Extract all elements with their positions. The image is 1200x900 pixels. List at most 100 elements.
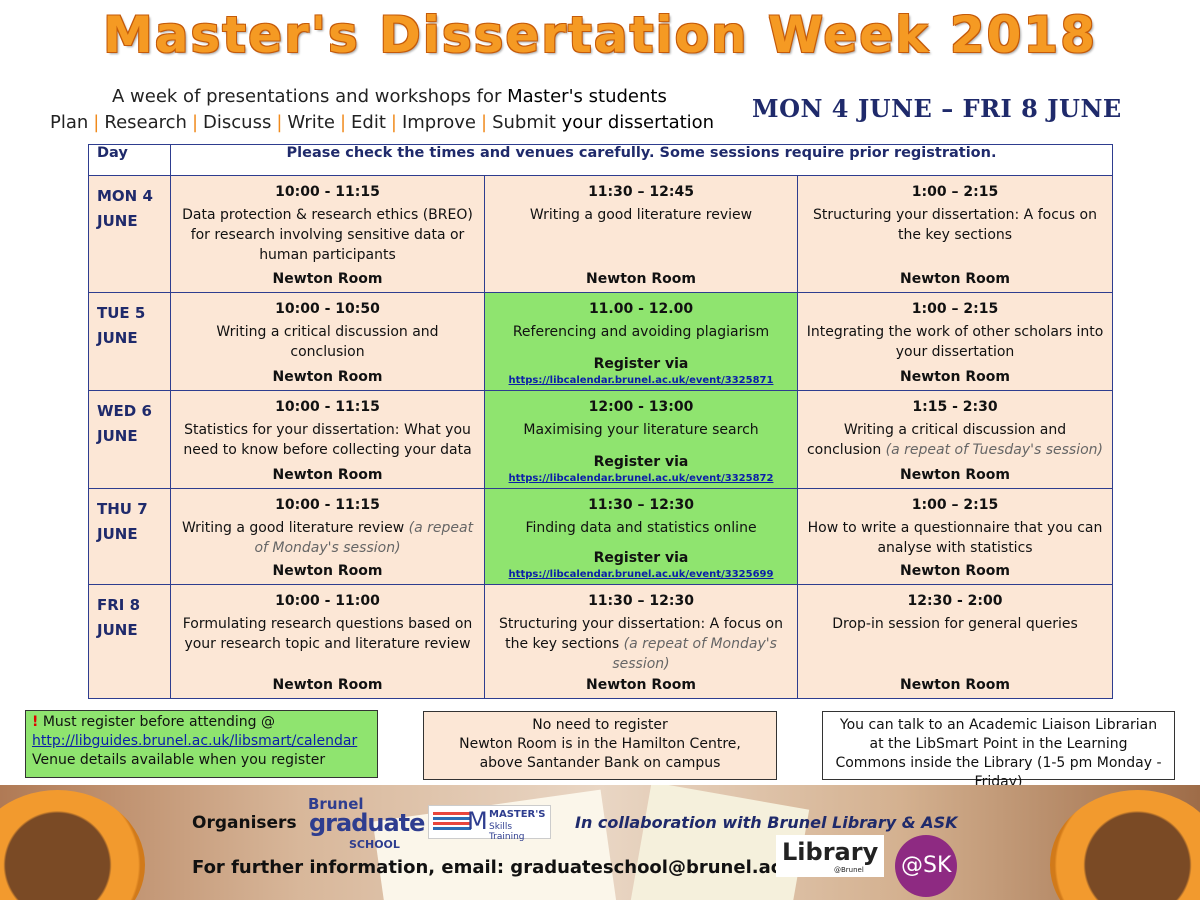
session-room: Newton Room [272,563,383,579]
registration-box: ! Must register before attending @ http:… [25,710,378,778]
session-cell-registration: 11.00 - 12.00 Referencing and avoiding pl… [484,292,798,391]
registration-info: Register via https://libcalendar.brunel.a… [485,546,797,581]
coffee-cup-image [0,790,145,900]
register-label: Register via [593,356,689,372]
session-title: Writing a good literature review [529,207,753,223]
process-steps: Plan | Research | Discuss | Write | Edit | Improve… [50,112,715,133]
contact-email: For further information, email: graduate… [192,857,814,878]
session-time: 1:15 - 2:30 [912,399,998,415]
register-line: Must register before attending @ [38,714,276,730]
library-logo: Library @Brunel [776,835,884,877]
session-room: Newton Room [900,563,1010,579]
session-time: 10:00 - 11:15 [275,184,380,200]
session-cell: 11:30 – 12:30 Structuring your dissertati… [484,584,798,699]
session-cell: 10:00 - 11:15 Data protection & research … [170,175,485,293]
step: Edit [351,112,386,133]
schedule-row: THU 7 JUNE 10:00 - 11:15 Writing a good li… [88,488,1114,585]
session-room: Newton Room [900,369,1010,385]
schedule-notice: Please check the times and venues carefu… [169,144,1114,176]
steps-tail: your dissertation [561,112,715,133]
session-title: Statistics for your dissertation: What y… [183,422,472,458]
registration-info: Register via https://libcalendar.brunel.a… [485,450,797,485]
session-time: 12:00 - 13:00 [588,399,694,415]
session-time: 11:30 – 12:30 [588,497,694,513]
step: Improve [401,112,476,133]
registration-info: Register via https://libcalendar.brunel.a… [485,352,797,387]
session-cell: 1:15 - 2:30 Writing a critical discussion… [796,390,1114,489]
session-title: How to write a questionnaire that you ca… [807,520,1103,556]
session-time: 11:30 – 12:45 [588,184,694,200]
schedule-row: WED 6 JUNE 10:00 - 11:15 Statistics for yo… [88,390,1114,489]
session-title: Structuring your dissertation: A focus o… [813,207,1097,243]
day-cell: TUE 5 JUNE [88,292,171,391]
date-range: MON 4 JUNE – FRI 8 JUNE [752,94,1122,123]
session-cell: 1:00 – 2:15 Structuring your dissertation… [796,175,1114,293]
session-cell: 10:00 - 10:50 Writing a critical discussi… [170,292,485,391]
step: Submit [492,112,556,133]
session-title: Referencing and avoiding plagiarism [512,324,770,340]
session-room: Newton Room [272,467,383,483]
session-title: Data protection & research ethics (BREO)… [182,207,473,263]
calendar-link[interactable]: http://libguides.brunel.ac.uk/libsmart/c… [32,733,358,749]
session-cell: 1:00 – 2:15 How to write a questionnaire … [796,488,1114,585]
session-note: (a repeat of Monday's session) [612,636,777,672]
masters-skills-logo: M MASTER'S Skills Training [428,805,551,842]
session-title: Drop-in session for general queries [832,616,1078,632]
session-cell: 10:00 - 11:15 Statistics for your dissert… [170,390,485,489]
librarian-info: You can talk to an Academic Liaison Libr… [835,717,1162,790]
day-cell: MON 4 JUNE [88,175,171,293]
graduate-school-logo: Brunel graduate SCHOOL [308,795,425,851]
subtitle: A week of presentations and workshops fo… [112,86,667,107]
schedule-table: Day Please check the times and venues ca… [88,144,1114,699]
register-link[interactable]: https://libcalendar.brunel.ac.uk/event/3… [508,473,774,484]
register-link[interactable]: https://libcalendar.brunel.ac.uk/event/3… [508,569,774,580]
session-time: 10:00 - 10:50 [275,301,380,317]
newton-room-location: Newton Room is in the Hamilton Centre, a… [459,736,741,771]
session-note: (a repeat of Monday's session) [254,520,474,556]
step: Write [287,112,335,133]
session-room: Newton Room [272,677,383,693]
no-register-box: No need to register Newton Room is in th… [423,711,777,780]
session-cell-registration: 12:00 - 13:00 Maximising your literature … [484,390,798,489]
session-time: 11.00 - 12.00 [588,301,694,317]
subtitle-audience: Master's students [507,86,667,107]
schedule-row: MON 4 JUNE 10:00 - 11:15 Data protection &… [88,175,1114,293]
ask-logo: @SK [895,835,957,897]
session-room: Newton Room [900,467,1010,483]
session-cell: 12:30 - 2:00 Drop-in session for general … [796,584,1114,699]
session-time: 10:00 - 11:15 [275,497,380,513]
schedule-row: FRI 8 JUNE 10:00 - 11:00 Formulating resea… [88,584,1114,699]
session-room: Newton Room [272,271,383,287]
session-title: Writing a critical discussion and conclu… [806,422,1104,458]
subtitle-text: A week of presentations and workshops fo… [112,86,508,107]
session-cell: 10:00 - 11:15 Writing a good literature r… [170,488,485,585]
session-title: Formulating research questions based on … [182,616,473,652]
session-cell: 11:30 – 12:45 Writing a good literature r… [484,175,798,293]
session-room: Newton Room [900,677,1010,693]
session-room: Newton Room [272,369,383,385]
organisers-label: Organisers [192,813,297,833]
register-link[interactable]: https://libcalendar.brunel.ac.uk/event/3… [508,375,774,386]
session-cell: 1:00 – 2:15 Integrating the work of other… [796,292,1114,391]
session-title: Writing a good literature review (a repe… [181,520,474,556]
session-title: Maximising your literature search [523,422,759,438]
session-time: 1:00 – 2:15 [911,184,999,200]
schedule-row: TUE 5 JUNE 10:00 - 10:50 Writing a critica… [88,292,1114,391]
register-label: Register via [593,454,689,470]
venue-note: Venue details available when you registe… [32,752,326,768]
session-room: Newton Room [900,271,1010,287]
day-cell: WED 6 JUNE [88,390,171,489]
session-time: 1:00 – 2:15 [911,301,999,317]
session-cell: 10:00 - 11:00 Formulating research questi… [170,584,485,699]
poster-title: Master's Dissertation Week 2018 [103,6,1097,64]
day-cell: FRI 8 JUNE [88,584,171,699]
session-note: (a repeat of Tuesday's session) [885,442,1104,458]
session-title: Integrating the work of other scholars i… [806,324,1104,360]
librarian-box: You can talk to an Academic Liaison Libr… [822,711,1175,790]
step: Discuss [203,112,272,133]
collaboration-text: In collaboration with Brunel Library & A… [575,813,958,832]
session-time: 1:00 – 2:15 [911,497,999,513]
session-title: Finding data and statistics online [525,520,757,536]
session-title: Writing a critical discussion and conclu… [216,324,439,360]
footer-banner: Organisers Brunel graduate SCHOOL M MAST… [0,785,1200,900]
